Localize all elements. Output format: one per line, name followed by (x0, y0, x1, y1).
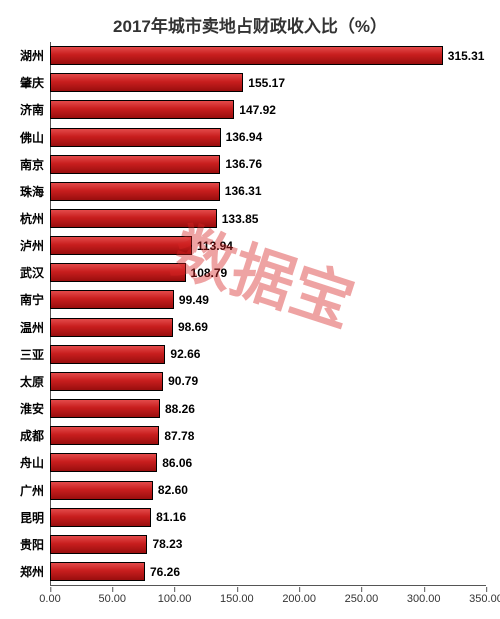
bar: 82.60 (50, 481, 153, 500)
bar: 113.94 (50, 236, 192, 255)
bar: 92.66 (50, 345, 165, 364)
bar-value-label: 315.31 (448, 49, 485, 63)
bar-value-label: 99.49 (179, 293, 209, 307)
bar-row: 78.23 (50, 531, 486, 558)
plot-area: 315.31155.17147.92136.94136.76136.31133.… (50, 42, 486, 585)
bar-value-label: 82.60 (158, 483, 188, 497)
bar: 155.17 (50, 73, 243, 92)
bar-value-label: 86.06 (162, 456, 192, 470)
bar-value-label: 147.92 (239, 103, 276, 117)
bar-row: 113.94 (50, 232, 486, 259)
bar: 87.78 (50, 426, 159, 445)
bar-value-label: 76.26 (150, 565, 180, 579)
bar: 136.31 (50, 182, 220, 201)
x-axis-tick: 300.00 (407, 593, 441, 605)
x-axis-line (50, 585, 486, 586)
y-axis-label: 杭州 (0, 205, 50, 232)
y-axis-label: 昆明 (0, 504, 50, 531)
x-axis-tick: 250.00 (345, 593, 379, 605)
bar: 78.23 (50, 535, 147, 554)
bar-value-label: 92.66 (170, 347, 200, 361)
x-axis-tick: 200.00 (282, 593, 316, 605)
x-axis-tick: 50.00 (99, 593, 127, 605)
bar-row: 87.78 (50, 422, 486, 449)
y-axis-label: 三亚 (0, 341, 50, 368)
chart-title: 2017年城市卖地占财政收入比（%） (10, 12, 490, 37)
bars-group: 315.31155.17147.92136.94136.76136.31133.… (50, 42, 486, 585)
bar-row: 86.06 (50, 449, 486, 476)
bar-value-label: 88.26 (165, 402, 195, 416)
bar-value-label: 136.76 (225, 157, 262, 171)
bar-row: 76.26 (50, 558, 486, 585)
bar-value-label: 90.79 (168, 374, 198, 388)
bar-row: 147.92 (50, 96, 486, 123)
bar: 136.94 (50, 128, 221, 147)
y-axis-label: 珠海 (0, 178, 50, 205)
bar: 133.85 (50, 209, 217, 228)
bar: 136.76 (50, 155, 220, 174)
bar-row: 88.26 (50, 395, 486, 422)
bar: 315.31 (50, 46, 443, 65)
bar-value-label: 81.16 (156, 510, 186, 524)
bar-row: 133.85 (50, 205, 486, 232)
bar-row: 82.60 (50, 477, 486, 504)
bar-row: 155.17 (50, 69, 486, 96)
y-axis-label: 贵阳 (0, 531, 50, 558)
bar-row: 81.16 (50, 504, 486, 531)
bar: 98.69 (50, 318, 173, 337)
y-axis-label: 泸州 (0, 232, 50, 259)
bar-row: 136.94 (50, 123, 486, 150)
bar-row: 92.66 (50, 341, 486, 368)
y-axis-label: 郑州 (0, 558, 50, 585)
x-axis-tick: 0.00 (39, 593, 60, 605)
bar-value-label: 136.31 (225, 184, 262, 198)
y-axis-label: 济南 (0, 96, 50, 123)
bar-row: 315.31 (50, 42, 486, 69)
y-axis-label: 佛山 (0, 123, 50, 150)
y-axis-label: 南宁 (0, 286, 50, 313)
bar-value-label: 113.94 (197, 239, 233, 253)
x-axis-tick: 100.00 (158, 593, 192, 605)
bar-value-label: 98.69 (178, 320, 208, 334)
bar-row: 99.49 (50, 286, 486, 313)
y-axis-label: 成都 (0, 422, 50, 449)
bar: 147.92 (50, 100, 234, 119)
y-axis-label: 武汉 (0, 259, 50, 286)
bar-row: 136.31 (50, 178, 486, 205)
bar-value-label: 133.85 (222, 212, 259, 226)
x-axis-tick: 350.00 (469, 593, 500, 605)
y-axis-label: 温州 (0, 314, 50, 341)
x-axis-tick: 150.00 (220, 593, 254, 605)
chart-container: 2017年城市卖地占财政收入比（%） 湖州肇庆济南佛山南京珠海杭州泸州武汉南宁温… (0, 0, 500, 619)
bar: 90.79 (50, 372, 163, 391)
bar-value-label: 136.94 (226, 130, 263, 144)
bar-row: 90.79 (50, 368, 486, 395)
bar-value-label: 87.78 (164, 429, 194, 443)
bar-row: 108.79 (50, 259, 486, 286)
y-axis-label: 南京 (0, 151, 50, 178)
bar: 99.49 (50, 290, 174, 309)
bar: 86.06 (50, 453, 157, 472)
x-axis: 0.0050.00100.00150.00200.00250.00300.003… (50, 589, 486, 609)
bar-value-label: 155.17 (248, 76, 285, 90)
bar: 76.26 (50, 562, 145, 581)
y-axis-label: 淮安 (0, 395, 50, 422)
bar: 108.79 (50, 263, 186, 282)
bar-value-label: 108.79 (191, 266, 228, 280)
y-axis-label: 肇庆 (0, 69, 50, 96)
y-axis-label: 太原 (0, 368, 50, 395)
y-axis: 湖州肇庆济南佛山南京珠海杭州泸州武汉南宁温州三亚太原淮安成都舟山广州昆明贵阳郑州 (0, 42, 50, 585)
bar: 81.16 (50, 508, 151, 527)
y-axis-label: 湖州 (0, 42, 50, 69)
bar: 88.26 (50, 399, 160, 418)
bar-row: 98.69 (50, 314, 486, 341)
y-axis-label: 舟山 (0, 449, 50, 476)
bar-value-label: 78.23 (152, 537, 182, 551)
y-axis-label: 广州 (0, 477, 50, 504)
bar-row: 136.76 (50, 151, 486, 178)
